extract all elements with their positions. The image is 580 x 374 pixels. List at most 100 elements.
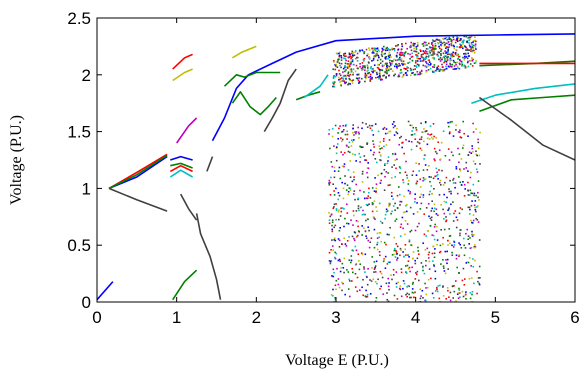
chaos-point xyxy=(426,247,429,250)
branch-line-14 xyxy=(195,213,222,300)
chaos-point xyxy=(338,52,340,55)
chaos-point xyxy=(406,292,409,295)
chaos-point xyxy=(444,181,446,184)
chaos-point xyxy=(382,260,385,263)
chaos-point xyxy=(445,51,448,54)
chaos-point xyxy=(379,159,381,161)
chaos-point xyxy=(452,36,455,39)
chaos-point xyxy=(450,192,452,195)
chaos-point xyxy=(404,233,406,236)
chaos-point xyxy=(419,57,422,60)
chaos-point xyxy=(351,180,354,183)
chaos-point xyxy=(339,81,341,83)
chaos-point xyxy=(433,71,435,73)
chaos-point xyxy=(452,135,455,137)
chaos-point xyxy=(428,260,431,263)
chaos-point xyxy=(433,264,435,266)
chaos-point xyxy=(436,66,438,69)
chaos-point xyxy=(386,70,388,73)
chaos-point xyxy=(339,260,341,262)
chaos-point xyxy=(464,52,467,55)
chaos-point xyxy=(430,216,433,219)
chaos-point xyxy=(409,58,411,60)
chaos-point xyxy=(337,58,339,61)
chaos-point xyxy=(467,194,470,196)
chaos-point xyxy=(362,294,364,297)
chaos-point xyxy=(445,56,448,59)
chaos-point xyxy=(359,189,361,192)
chaos-point xyxy=(448,188,450,190)
chaos-point xyxy=(419,208,422,210)
chaos-point xyxy=(417,57,419,60)
chaos-point xyxy=(388,233,390,236)
chaos-point xyxy=(452,177,455,180)
chaos-point xyxy=(395,54,398,57)
chaos-point xyxy=(470,171,472,174)
chaos-point xyxy=(472,49,474,52)
chaos-point xyxy=(384,213,387,216)
chaos-point xyxy=(464,188,466,190)
chaos-point xyxy=(444,250,447,253)
chaos-point xyxy=(406,47,408,50)
chaos-point xyxy=(431,70,434,73)
chaos-point xyxy=(386,292,388,294)
chaos-point xyxy=(353,54,356,56)
chaos-point xyxy=(379,270,382,273)
chaos-point xyxy=(410,44,412,47)
chaos-point xyxy=(419,49,422,51)
chaos-point xyxy=(439,68,441,71)
chaos-point xyxy=(436,152,438,155)
chaos-point xyxy=(340,137,342,139)
chaos-point xyxy=(411,244,413,247)
chaos-point xyxy=(383,74,385,77)
chaos-point xyxy=(366,283,369,286)
chaos-point xyxy=(376,53,378,55)
chaos-point xyxy=(456,36,458,38)
chaos-point xyxy=(393,164,395,166)
chaos-point xyxy=(393,134,396,136)
chaos-point xyxy=(426,52,429,55)
chaos-point xyxy=(416,54,418,57)
chaos-point xyxy=(387,55,390,57)
chaos-point xyxy=(375,183,378,185)
chaos-point xyxy=(364,76,366,78)
chaos-point xyxy=(477,138,479,141)
branch-line-12 xyxy=(172,269,198,301)
chaos-point xyxy=(452,51,454,54)
chaos-point xyxy=(411,266,413,269)
chaos-point xyxy=(400,200,403,203)
chaos-point xyxy=(379,254,381,257)
chaos-point xyxy=(435,208,438,211)
chaos-point xyxy=(444,44,446,46)
chaos-point xyxy=(399,137,401,139)
chaos-point xyxy=(409,191,412,193)
chaos-point xyxy=(372,57,375,60)
branch-line-17 xyxy=(223,71,281,87)
chaos-point xyxy=(453,285,455,287)
chaos-point xyxy=(374,158,377,160)
chaos-point xyxy=(384,175,386,178)
chaos-point xyxy=(400,249,402,251)
chaos-point xyxy=(414,198,416,200)
chaos-point xyxy=(449,299,452,302)
chaos-point xyxy=(409,46,412,49)
chaos-point xyxy=(383,64,385,67)
chaos-point xyxy=(428,50,431,53)
chaos-point xyxy=(422,42,425,45)
chaos-point xyxy=(471,200,473,202)
chaos-point xyxy=(418,138,421,141)
chaos-point xyxy=(405,139,407,141)
chaos-point xyxy=(383,45,385,48)
chaos-point xyxy=(418,163,420,165)
chaos-point xyxy=(335,52,338,54)
chaos-point xyxy=(440,41,443,44)
chaos-point xyxy=(440,263,442,265)
chaos-point xyxy=(410,41,412,44)
chaos-point xyxy=(419,178,421,181)
chaos-point xyxy=(458,287,460,290)
chaos-point xyxy=(434,46,437,49)
chaos-point xyxy=(376,210,378,212)
chaos-point xyxy=(389,61,391,64)
chaos-point xyxy=(433,53,436,55)
chaos-point xyxy=(385,69,388,71)
